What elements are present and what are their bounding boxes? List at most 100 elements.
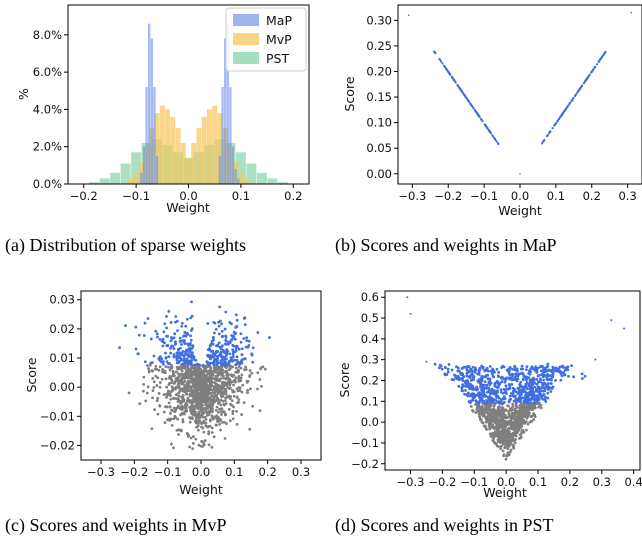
point-kept [158,355,162,359]
point-map [587,75,590,78]
point-pruned [495,431,499,435]
point-pruned [157,368,161,372]
point-pruned [219,367,223,371]
point-kept [502,396,506,400]
point-pruned [506,447,510,451]
point-pruned [195,421,198,425]
point-kept [225,352,229,356]
point-kept [221,334,225,338]
point-kept [505,392,508,395]
point-kept [504,377,508,381]
point-pruned [528,404,531,407]
point-kept [580,377,584,380]
point-map [570,99,573,102]
point-pruned [165,395,168,399]
panel-c: −0.3 −0.2 −0.1 0.0 0.1 0.2 0.3 −0.02 −0.01 0.00 0… [5,290,322,536]
panel-0-x-tick-label: 0.1 [232,189,250,203]
point-kept [221,361,225,364]
point-map [604,50,607,53]
point-kept [513,387,516,391]
point-pruned [204,403,208,407]
panel-2-y-tick-label: −0.01 [40,409,75,423]
point-pruned [127,391,131,395]
panel-0-x-tick-label: −0.1 [122,189,150,203]
point-kept [185,349,189,353]
point-pruned [200,422,203,426]
point-pruned [258,409,262,413]
panel-a: −0.2 −0.1 0.0 0.1 0.2 0.0% 2.0% 4.0% 6.0% 8.0% W… [5,4,310,256]
point-pruned [187,381,191,385]
point-pruned [228,386,232,390]
point-kept [556,369,560,372]
point-kept [477,401,481,405]
point-pruned [173,380,177,384]
point-outlier [409,312,412,315]
point-map [469,103,472,106]
point-pruned [169,375,173,379]
point-pruned [523,403,526,407]
point-pruned [191,411,195,415]
point-kept [510,382,514,386]
point-kept [468,374,472,378]
point-pruned [170,409,174,412]
point-pruned [210,431,214,434]
point-pruned [169,442,173,446]
bar-mvp [196,128,202,184]
point-kept [493,383,497,387]
point-pruned [226,373,230,377]
point-kept [560,374,564,378]
point-pruned [185,403,189,407]
point-kept [485,367,489,371]
point-pruned [219,377,223,381]
point-pruned [488,427,491,431]
point-map [457,85,460,88]
bar-map [140,172,143,184]
point-kept [502,400,506,404]
point-map [472,106,475,109]
point-pruned [179,388,183,391]
point-pruned [191,441,195,445]
point-pruned [194,374,198,378]
point-pruned [497,445,500,448]
point-pruned [167,365,170,369]
point-pruned [215,423,218,427]
point-kept [143,321,147,325]
point-kept [529,391,533,395]
bar-mvp [165,109,171,184]
point-pruned [207,430,211,434]
point-pruned [161,370,164,374]
point-pruned [220,395,223,399]
point-kept [464,389,467,392]
point-kept [206,354,209,357]
point-pruned [181,366,185,370]
point-pruned [507,409,510,413]
panel-2-y-tick-label: 0.02 [49,322,75,336]
point-pruned [223,437,227,440]
point-kept [213,321,217,325]
point-map [540,142,544,145]
point-kept [225,357,228,361]
point-kept [471,398,475,402]
point-pruned [232,394,236,398]
point-kept [514,401,518,405]
point-pruned [194,413,198,417]
point-pruned [172,371,175,375]
point-kept [554,378,557,382]
point-kept [245,336,249,340]
point-kept [224,363,228,367]
point-pruned [511,417,514,420]
point-pruned [240,373,244,377]
panel-1-x-tick-label: 0.2 [583,189,601,203]
point-kept [521,377,525,381]
point-kept [532,376,535,380]
bar-pst [277,182,288,184]
bar-map [155,156,159,184]
panel-0-x-tick-label: 0.0 [179,189,197,203]
bar-pst [246,163,257,184]
point-pruned [488,404,492,407]
bar-map [218,156,222,184]
point-kept [172,355,176,359]
point-pruned [156,396,160,400]
point-kept [178,339,182,343]
